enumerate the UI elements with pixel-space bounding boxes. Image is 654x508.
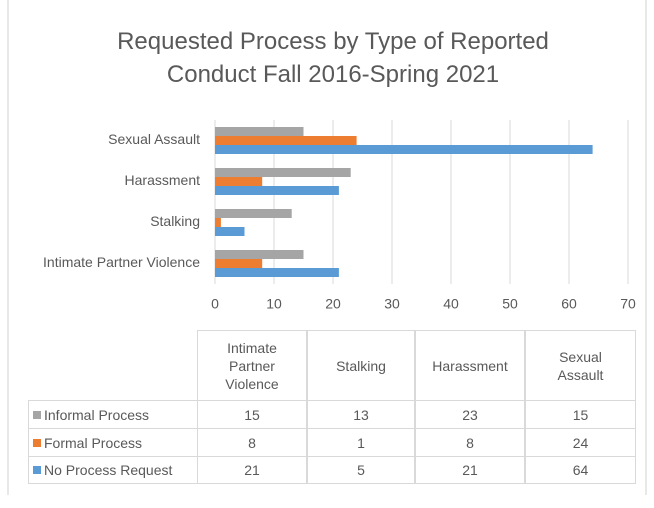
legend-entry: No Process Request	[28, 456, 197, 484]
table-header: Stalking	[307, 330, 415, 400]
bar	[215, 250, 304, 259]
table-cell: 64	[525, 456, 636, 484]
x-tick-label: 0	[211, 296, 219, 312]
table-header: Sexual Assault	[525, 330, 636, 400]
bar	[215, 177, 263, 186]
bar	[215, 218, 221, 227]
table-header: Harassment	[415, 330, 525, 400]
table-cell: 15	[197, 400, 307, 428]
x-tick-label: 60	[561, 296, 577, 312]
y-tick-label: Stalking	[150, 213, 200, 229]
bar	[215, 168, 351, 177]
table-cell: 24	[525, 428, 636, 456]
x-tick-label: 70	[620, 296, 636, 312]
legend-entry: Formal Process	[28, 428, 197, 456]
bar	[215, 136, 357, 145]
x-tick-label: 30	[384, 296, 400, 312]
bar	[215, 268, 339, 277]
table-cell: 21	[415, 456, 525, 484]
table-cell: 1	[307, 428, 415, 456]
table-cell: 15	[525, 400, 636, 428]
table-cell: 21	[197, 456, 307, 484]
y-tick-label: Harassment	[125, 172, 201, 188]
bar	[215, 127, 304, 136]
bar	[215, 145, 593, 154]
legend-key	[33, 410, 41, 419]
bar	[215, 227, 245, 236]
x-tick-label: 40	[443, 296, 459, 312]
table-cell: 8	[197, 428, 307, 456]
table-header: Intimate Partner Violence	[197, 330, 307, 400]
x-tick-label: 50	[502, 296, 518, 312]
bar	[215, 259, 263, 268]
bar	[215, 209, 292, 218]
y-tick-label: Sexual Assault	[108, 131, 200, 147]
legend-label: No Process Request	[44, 462, 173, 478]
x-tick-label: 20	[325, 296, 341, 312]
table-cell: 13	[307, 400, 415, 428]
legend-key	[33, 466, 41, 474]
title-box: Requested Process by Type of Reported Co…	[117, 28, 549, 88]
legend-label: Formal Process	[44, 434, 143, 451]
table-cell: 8	[415, 428, 525, 456]
chart-title: Requested Process by Type of Reported Co…	[117, 28, 549, 88]
table-cell: 5	[307, 456, 415, 484]
x-tick-label: 10	[266, 296, 282, 312]
legend-key	[33, 438, 41, 447]
legend-label: Informal Process	[44, 406, 150, 423]
bar	[215, 186, 339, 195]
y-tick-label: Intimate Partner Violence	[43, 254, 200, 270]
legend-entry: Informal Process	[28, 400, 197, 428]
table-cell: 23	[415, 400, 525, 428]
